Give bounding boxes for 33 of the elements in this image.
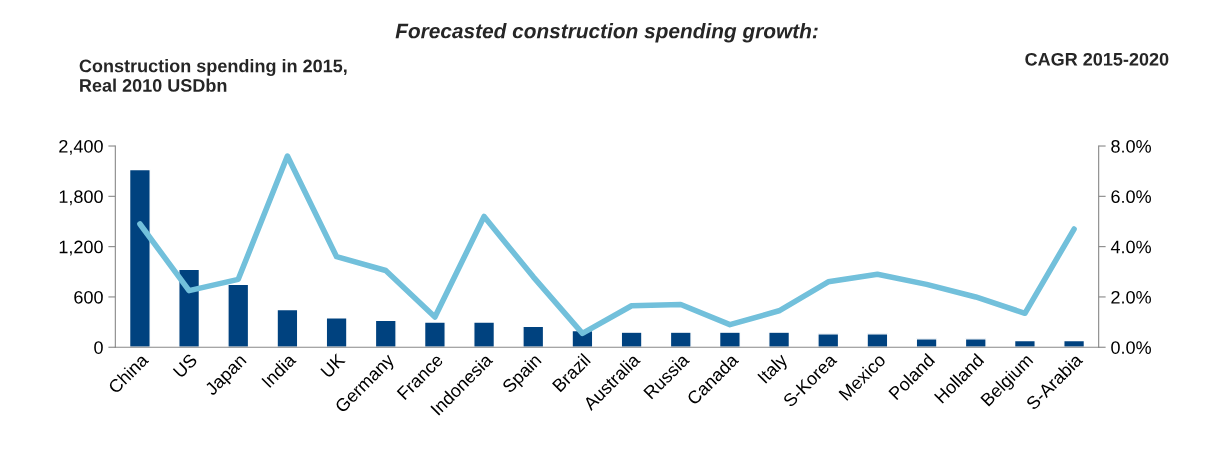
bar (374, 319, 397, 348)
y2-tick-label: 8.0% (1111, 139, 1151, 153)
y-axis-title: Construction spending in 2015, Real 2010 USDbn (79, 59, 347, 92)
y-tick-label: 2,400 (59, 139, 103, 155)
y-tick-label: 0 (94, 341, 103, 354)
bar (473, 321, 496, 348)
bar (620, 331, 643, 348)
bar (1063, 339, 1086, 348)
y2-axis-title: CAGR 2015-2020 (1025, 52, 1169, 66)
bar (915, 338, 938, 348)
y2-tick-label: 2.0% (1111, 290, 1151, 304)
y-tick-label: 1,800 (59, 190, 103, 206)
bar (227, 283, 250, 348)
bar (1013, 339, 1036, 348)
y-tick-label: 1,200 (59, 240, 103, 256)
bar (423, 321, 446, 348)
chart-title: Forecasted construction spending growth: (395, 23, 818, 43)
bar (178, 268, 201, 348)
y2-tick-label: 4.0% (1110, 240, 1151, 254)
y2-tick-label: 6.0% (1111, 190, 1151, 204)
bar (522, 325, 545, 348)
bar (817, 333, 840, 348)
bar (866, 333, 889, 348)
y-tick-label: 600 (74, 290, 103, 304)
bar (964, 338, 987, 348)
x-tick-label: US (172, 353, 198, 379)
bar (276, 308, 299, 348)
bar (718, 331, 741, 348)
bar (128, 168, 151, 348)
bar (325, 317, 348, 348)
bar (669, 331, 692, 348)
bar (768, 331, 791, 348)
y2-tick-label: 0.0% (1111, 341, 1151, 354)
